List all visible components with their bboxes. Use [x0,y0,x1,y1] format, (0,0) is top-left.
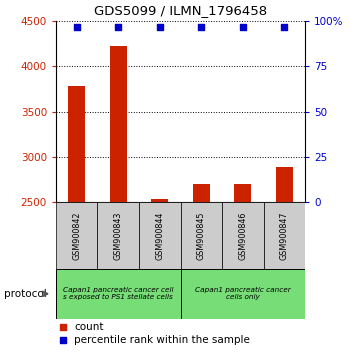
Bar [222,202,264,269]
Point [240,24,245,29]
Bar [235,184,251,202]
Bar [180,269,305,319]
Text: Capan1 pancreatic cancer
cells only: Capan1 pancreatic cancer cells only [195,287,291,301]
Point [74,24,80,29]
Point [199,24,204,29]
Bar [152,199,168,202]
Text: protocol: protocol [4,289,46,299]
Bar [276,167,293,202]
Bar [56,269,180,319]
Text: GSM900842: GSM900842 [72,211,81,260]
Point [60,337,66,343]
Bar [97,202,139,269]
Text: Capan1 pancreatic cancer cell
s exposed to PS1 stellate cells: Capan1 pancreatic cancer cell s exposed … [63,287,174,301]
Bar [110,46,127,202]
Text: GSM900845: GSM900845 [197,211,206,260]
Text: percentile rank within the sample: percentile rank within the sample [74,335,250,345]
Point [282,24,287,29]
Text: GSM900844: GSM900844 [155,211,164,259]
Bar [139,202,180,269]
Point [116,24,121,29]
Point [157,24,162,29]
Point [60,325,66,330]
Text: GSM900847: GSM900847 [280,211,289,260]
Bar [56,202,97,269]
Bar [193,184,209,202]
Bar [264,202,305,269]
Bar [69,86,85,202]
Text: count: count [74,322,104,332]
Text: GSM900846: GSM900846 [238,211,247,259]
Text: GSM900843: GSM900843 [114,211,123,259]
Bar [180,202,222,269]
Title: GDS5099 / ILMN_1796458: GDS5099 / ILMN_1796458 [94,4,267,17]
